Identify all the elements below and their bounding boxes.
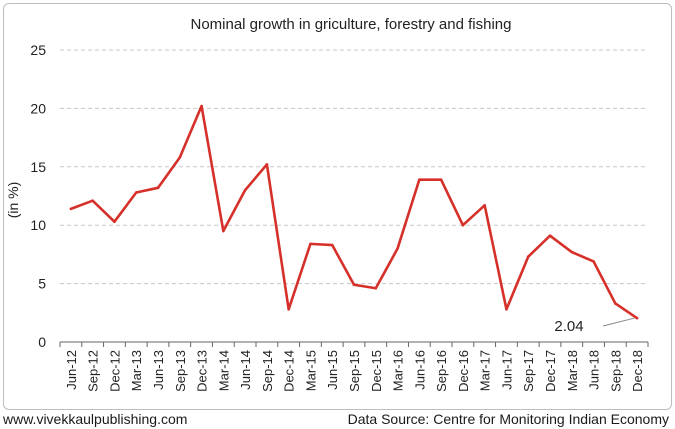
axes (59, 341, 649, 347)
x-tick-label: Dec-18 (630, 350, 645, 392)
data-point (418, 178, 421, 181)
y-tick-label: 0 (38, 334, 46, 350)
x-tick-label: Jun-17 (499, 350, 514, 390)
x-tick-label: Jun-15 (325, 350, 340, 390)
x-tick-label: Sep-14 (260, 350, 275, 392)
x-tick-labels: Jun-12 Sep-12 Dec-12 Mar-13 Jun-13 Sep-13 Dec-… (64, 350, 645, 392)
website-credit: www.vivekkaulpublishing.com (3, 411, 188, 427)
y-axis-label: (in %) (5, 182, 21, 219)
data-point (635, 316, 639, 320)
data-point (91, 199, 94, 202)
data-point (483, 204, 486, 207)
x-tick-label: Sep-17 (521, 350, 536, 392)
series-line (70, 104, 638, 320)
x-tick-label: Jun-14 (238, 350, 253, 390)
x-tick-label: Sep-18 (608, 350, 623, 392)
x-tick-label: Mar-17 (478, 350, 493, 391)
x-tick-label: Dec-15 (369, 350, 384, 392)
x-tick-label: Jun-16 (412, 350, 427, 390)
data-point (614, 302, 617, 305)
x-tick-label: Jun-12 (64, 350, 79, 390)
x-tick-label: Dec-12 (107, 350, 122, 392)
data-point (570, 250, 574, 254)
annotations: 2.04 (554, 317, 635, 335)
annotation-leader (602, 317, 635, 327)
data-point (592, 260, 595, 263)
x-tick-label: Sep-12 (86, 350, 101, 392)
chart-frame: Nominal growth in griculture, forestry a… (3, 3, 672, 410)
grid-lines (60, 49, 648, 285)
x-tick-label: Dec-13 (195, 350, 210, 392)
line-chart: Nominal growth in griculture, forestry a… (5, 16, 649, 392)
y-tick-label: 25 (30, 42, 46, 58)
data-point (113, 220, 116, 223)
x-tick-label: Mar-18 (565, 350, 580, 391)
data-point (439, 178, 443, 181)
x-tick-label: Jun-13 (151, 350, 166, 390)
data-point (69, 207, 73, 211)
data-point (222, 229, 225, 233)
x-tick-label: Sep-16 (434, 350, 449, 392)
data-point (243, 188, 247, 192)
data-point (548, 234, 552, 238)
data-point (374, 286, 378, 290)
y-tick-labels: 0 5 10 15 20 25 (30, 42, 46, 350)
data-point (265, 163, 269, 166)
y-tick-label: 10 (30, 217, 46, 233)
x-tick-label: Jun-18 (587, 350, 602, 390)
x-tick-label: Mar-13 (129, 350, 144, 391)
data-point (396, 247, 399, 250)
data-point (178, 156, 182, 159)
data-point (287, 307, 290, 311)
x-tick-label: Dec-17 (543, 350, 558, 392)
y-tick-label: 15 (30, 159, 46, 175)
chart-title: Nominal growth in griculture, forestry a… (191, 16, 512, 33)
data-point (352, 283, 356, 287)
series-layer (69, 104, 639, 320)
data-point (200, 104, 203, 108)
y-tick-label: 5 (38, 276, 46, 292)
x-tick-label: Sep-13 (173, 350, 188, 392)
x-tick-label: Dec-16 (456, 350, 471, 392)
data-point (526, 255, 530, 259)
y-tick-label: 20 (30, 100, 46, 116)
data-source: Data Source: Centre for Monitoring India… (347, 411, 669, 427)
data-point (330, 243, 334, 247)
data-point (134, 191, 138, 194)
x-tick-label: Mar-15 (303, 350, 318, 391)
data-point (505, 307, 508, 311)
x-tick-label: Dec-14 (282, 350, 297, 392)
x-tick-label: Mar-16 (391, 350, 406, 391)
data-label: 2.04 (554, 318, 583, 335)
data-point (309, 242, 312, 246)
x-tick-label: Mar-14 (216, 350, 231, 391)
data-point (461, 223, 465, 227)
x-tick-label: Sep-15 (347, 350, 362, 392)
data-point (156, 186, 160, 190)
